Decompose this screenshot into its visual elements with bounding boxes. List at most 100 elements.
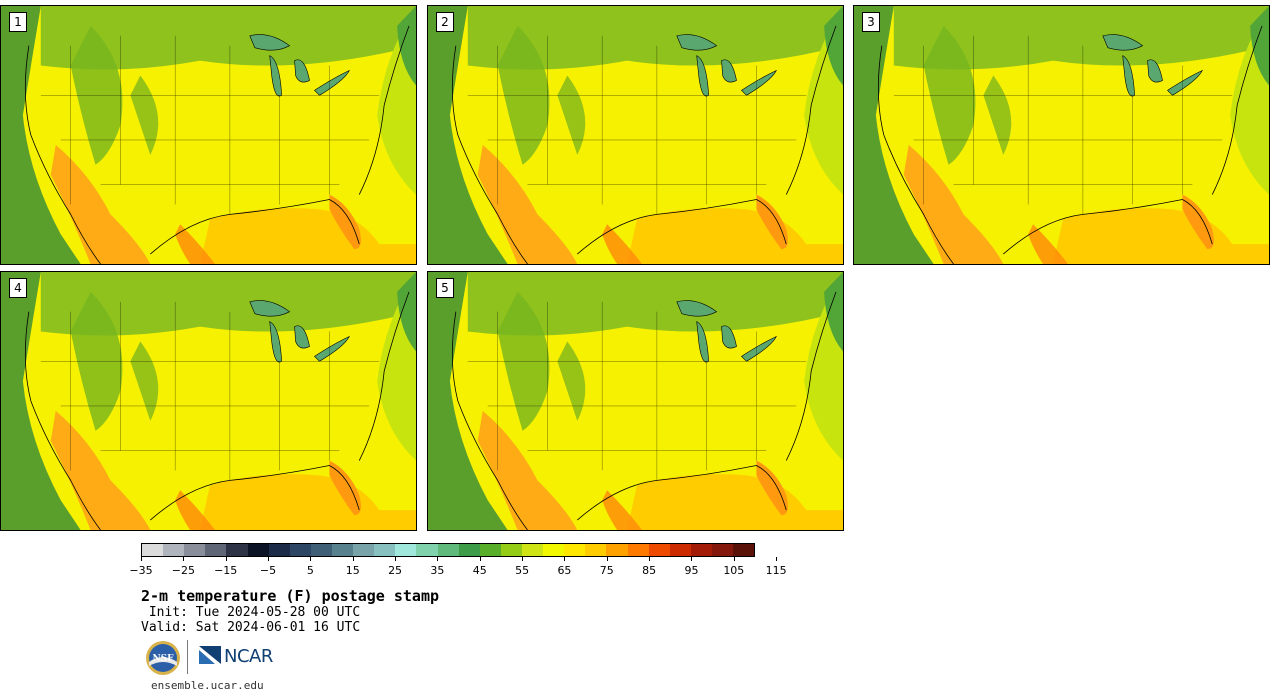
pacific-ocean: [1, 6, 81, 264]
desert-southwest: [477, 144, 578, 264]
colorbar-tick-label: 5: [306, 564, 314, 577]
atlantic-ocean-north: [397, 6, 416, 86]
logo-divider: [187, 640, 188, 674]
florida: [329, 194, 361, 250]
colorbar-swatch: [564, 544, 586, 556]
great-lakes: [676, 300, 718, 317]
figure-title: 2-m temperature (F) postage stamp: [141, 587, 440, 605]
desert-southwest: [903, 144, 1004, 264]
colorbar-swatch: [479, 544, 501, 556]
great-lakes: [314, 69, 350, 96]
colorbar-swatch: [627, 544, 649, 556]
colorbar-tick: [522, 557, 524, 561]
panel-label: 3: [862, 12, 880, 32]
colorbar-tick: [310, 557, 312, 561]
colorbar-tick-label: 35: [430, 564, 445, 577]
great-lakes: [1147, 59, 1163, 83]
northern-region: [467, 272, 843, 336]
great-lakes: [314, 335, 350, 362]
coastline: [785, 291, 837, 461]
colorbar-swatch: [500, 544, 522, 556]
colorbar-swatch: [669, 544, 691, 556]
member-map-2: 2: [427, 5, 844, 265]
coastline: [150, 465, 360, 521]
colorbar-tick: [268, 557, 270, 561]
colorbar-swatch: [310, 544, 332, 556]
colorbar-swatch: [585, 544, 607, 556]
valid-time: Valid: Sat 2024-06-01 16 UTC: [141, 620, 361, 635]
florida: [756, 460, 788, 516]
panel-label: 4: [9, 278, 27, 298]
atlantic-ocean-north: [824, 6, 843, 86]
gulf-of-mexico: [200, 208, 416, 264]
colorbar-swatch: [521, 544, 544, 556]
colorbar-tick-label: −35: [129, 564, 153, 577]
gulf-of-mexico: [200, 474, 416, 530]
colorbar-tick: [649, 557, 651, 561]
desert-southwest: [50, 144, 151, 264]
great-lakes: [294, 59, 310, 83]
atlantic-ocean-north: [1250, 6, 1269, 86]
florida: [329, 460, 361, 516]
coastline: [358, 291, 410, 461]
member-map-3: 3: [853, 5, 1270, 265]
colorbar-swatch: [543, 544, 565, 556]
florida: [1182, 194, 1214, 250]
desert-southwest: [477, 410, 578, 530]
colorbar-swatch: [374, 544, 396, 556]
gulf-of-mexico: [1053, 208, 1269, 264]
colorbar-tick-label: 55: [515, 564, 530, 577]
site-url[interactable]: ensemble.ucar.edu: [151, 679, 264, 692]
colorbar-tick: [691, 557, 693, 561]
colorbar-tick: [733, 557, 735, 561]
colorbar-tick-label: −5: [259, 564, 277, 577]
great-lakes: [249, 34, 291, 51]
colorbar-swatch: [226, 544, 248, 556]
panel-label: 2: [436, 12, 454, 32]
colorbar-tick-label: 15: [345, 564, 360, 577]
init-time: Init: Tue 2024-05-28 00 UTC: [141, 605, 361, 620]
great-lakes: [721, 59, 737, 83]
south-texas: [175, 224, 215, 264]
colorbar-tick-label: 115: [765, 564, 787, 577]
colorbar-swatch: [205, 544, 227, 556]
colorbar-tick: [395, 557, 397, 561]
atlantic-ocean-north: [824, 272, 843, 352]
colorbar-swatch: [733, 544, 755, 556]
great-lakes: [249, 300, 291, 317]
colorbar-tick: [183, 557, 185, 561]
great-lakes: [1102, 34, 1144, 51]
colorbar-ticks: −35 −25 −15 −5 5 15 25 35 45 55 65 75 85 95 105 115: [129, 557, 787, 577]
member-map-1: 1: [0, 5, 417, 265]
colorbar-tick: [141, 557, 142, 561]
colorbar-swatch: [648, 544, 670, 556]
colorbar-swatch: [163, 544, 185, 556]
coastline: [24, 45, 101, 264]
colorbar-swatch: [353, 544, 375, 556]
northern-region: [40, 6, 416, 70]
great-lakes: [741, 69, 777, 96]
colorbar-tick-label: 45: [472, 564, 487, 577]
colorbar-tick-label: 85: [642, 564, 657, 577]
temperature-map: [854, 6, 1269, 264]
panel-label: 1: [9, 12, 27, 32]
temperature-map: [428, 6, 843, 264]
member-map-4: 4: [0, 271, 417, 531]
colorbar-swatch: [458, 544, 480, 556]
great-lakes: [294, 325, 310, 349]
ncar-logo: [199, 646, 221, 664]
temperature-colorbar: [141, 543, 755, 557]
coastline: [150, 199, 360, 255]
colorbar-tick: [352, 557, 354, 561]
pacific-ocean: [854, 6, 934, 264]
colorbar-swatch: [690, 544, 712, 556]
colorbar-tick: [564, 557, 566, 561]
south-texas: [602, 224, 642, 264]
coastline: [1003, 199, 1213, 255]
pacific-ocean: [1, 272, 81, 530]
colorbar-swatch: [711, 544, 734, 556]
gulf-of-mexico: [627, 208, 843, 264]
colorbar-tick-label: 95: [684, 564, 699, 577]
coastline: [785, 25, 837, 195]
great-lakes: [676, 34, 718, 51]
